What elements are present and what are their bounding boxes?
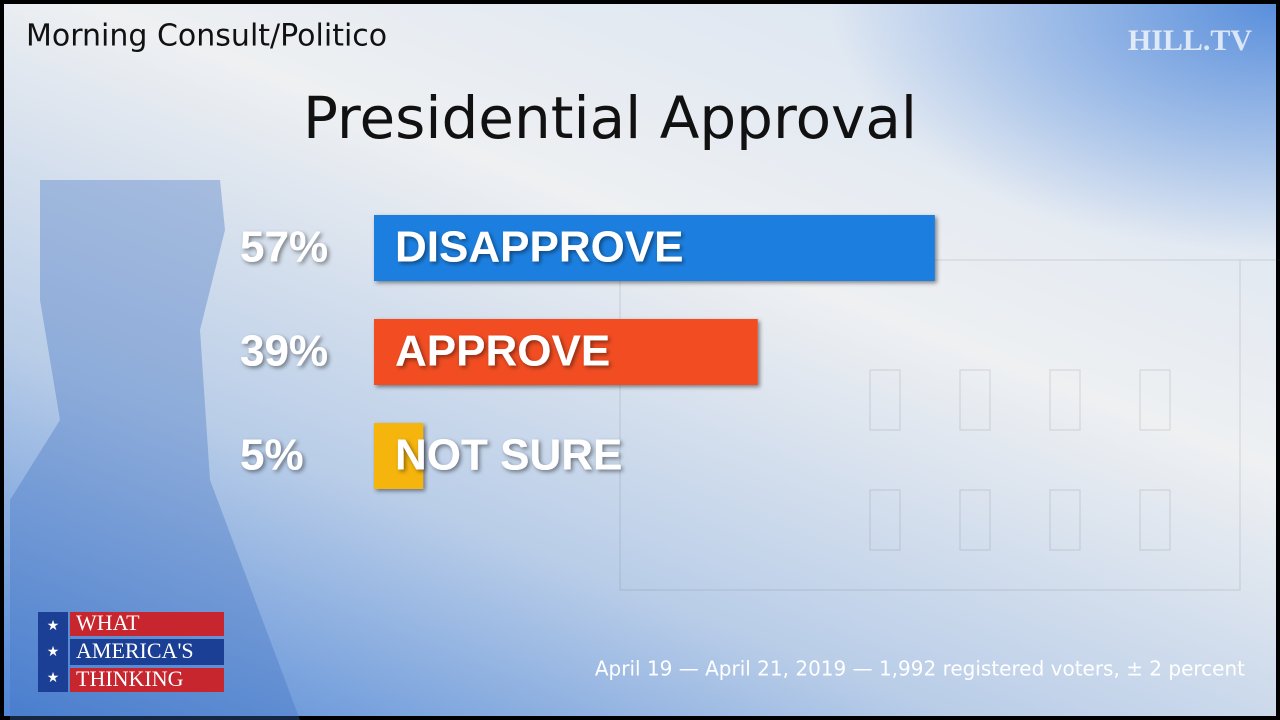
portrait-silhouette (10, 180, 300, 720)
badge-text: AMERICA'S (76, 638, 194, 663)
badge-text: THINKING (76, 666, 184, 691)
value-label: 57% (240, 223, 328, 272)
badge-star: ★ (47, 618, 60, 634)
bar (374, 215, 935, 281)
source: Morning Consult/Politico (26, 19, 387, 54)
bar (374, 319, 758, 385)
category-label: APPROVE (395, 327, 610, 376)
category-label: NOT SURE (395, 431, 622, 480)
category-label: DISAPPROVE (395, 223, 684, 272)
bar (374, 423, 424, 489)
badge: ★ ★ ★ WHAT AMERICA'S THINKING (38, 610, 224, 692)
value-label: 5% (240, 431, 304, 480)
value-label: 39% (240, 327, 328, 376)
badge-band (70, 639, 224, 665)
badge-star: ★ (47, 670, 60, 686)
footnote: April 19 — April 21, 2019 — 1,992 regist… (595, 657, 1245, 681)
badge-stars (38, 612, 68, 692)
badge-band (70, 668, 224, 692)
badge-text: WHAT (76, 610, 140, 635)
badge-star: ★ (47, 644, 60, 660)
chart-title: Presidential Approval (303, 84, 917, 152)
badge-band (70, 612, 224, 636)
network-logo: HILL.TV (1128, 24, 1253, 57)
